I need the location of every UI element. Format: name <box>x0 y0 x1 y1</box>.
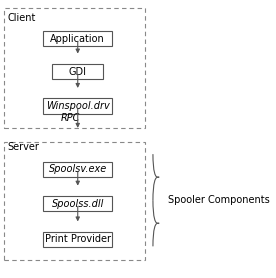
Text: RPC: RPC <box>61 113 81 123</box>
Text: GDI: GDI <box>69 66 87 76</box>
FancyBboxPatch shape <box>43 162 112 177</box>
FancyBboxPatch shape <box>52 64 103 79</box>
FancyBboxPatch shape <box>43 232 112 247</box>
Text: Application: Application <box>50 34 105 44</box>
Text: Spoolss.dll: Spoolss.dll <box>52 199 104 209</box>
Text: Spoolsv.exe: Spoolsv.exe <box>49 164 107 174</box>
Text: Spooler Components: Spooler Components <box>168 195 270 205</box>
FancyBboxPatch shape <box>43 196 112 211</box>
FancyBboxPatch shape <box>43 31 112 46</box>
Text: Client: Client <box>7 13 36 23</box>
Text: Server: Server <box>7 142 39 152</box>
FancyBboxPatch shape <box>43 98 112 113</box>
Text: Winspool.drv: Winspool.drv <box>46 101 110 111</box>
Text: Print Provider: Print Provider <box>45 234 111 244</box>
